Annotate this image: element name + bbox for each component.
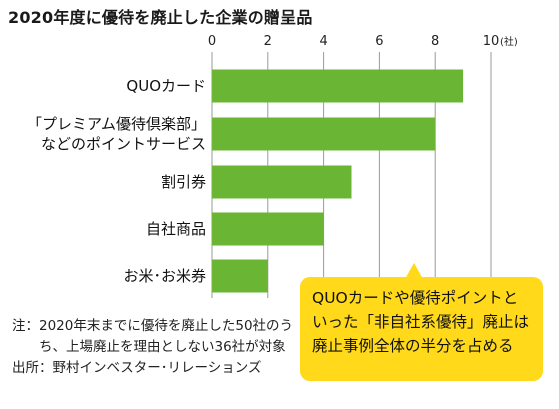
bar bbox=[212, 165, 352, 199]
footnote: 注： 2020年末までに優待を廃止した50社のうち、上場廃止を理由としない36社… bbox=[12, 316, 302, 379]
bars bbox=[212, 69, 464, 293]
bar bbox=[212, 259, 268, 293]
source-text: 野村インベスター･リレーションズ bbox=[52, 360, 262, 376]
source-label: 出所： bbox=[12, 360, 53, 376]
category-label: 自社商品 bbox=[146, 220, 206, 238]
category-labels: QUOカード「プレミアム優待倶楽部」などのポイントサービス割引券自社商品お米･お… bbox=[27, 77, 206, 285]
x-tick-label: 0 bbox=[208, 34, 216, 49]
callout-text: QUOカードや優待ポイントといった「非自社系優待」廃止は廃止事例全体の半分を占め… bbox=[312, 289, 530, 355]
callout-box: QUOカードや優待ポイントといった「非自社系優待」廃止は廃止事例全体の半分を占め… bbox=[300, 277, 543, 381]
note-label: 注： bbox=[12, 318, 39, 334]
category-label: 「プレミアム優待倶楽部」などのポイントサービス bbox=[27, 115, 206, 153]
x-axis-ticks: 0 2 4 6 8 10 (社) bbox=[208, 34, 518, 49]
x-tick-label: 8 bbox=[431, 34, 439, 49]
callout-tail bbox=[405, 263, 423, 279]
category-label: お米･お米券 bbox=[123, 267, 206, 285]
bar bbox=[212, 69, 464, 103]
bar bbox=[212, 117, 436, 151]
x-unit-label: (社) bbox=[500, 35, 518, 48]
category-label: QUOカード bbox=[126, 77, 206, 95]
note-text: 2020年末までに優待を廃止した50社のうち、上場廃止を理由としない36社が対象 bbox=[39, 318, 294, 355]
x-tick-label: 6 bbox=[375, 34, 383, 49]
chart-title: 2020年度に優待を廃止した企業の贈呈品 bbox=[8, 8, 313, 27]
category-label: 割引券 bbox=[161, 173, 206, 191]
x-tick-label: 4 bbox=[319, 34, 327, 49]
bar bbox=[212, 212, 324, 246]
x-tick-label: 2 bbox=[264, 34, 272, 49]
x-tick-label: 10 bbox=[483, 34, 500, 49]
